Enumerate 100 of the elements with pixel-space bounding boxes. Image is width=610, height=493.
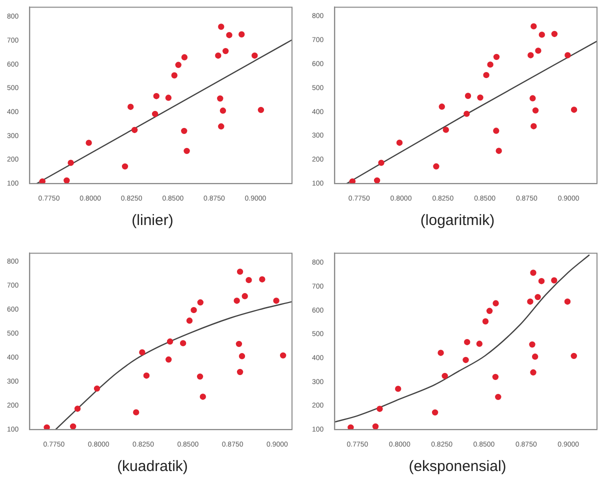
point — [551, 277, 558, 284]
point — [374, 177, 380, 184]
point — [492, 300, 499, 306]
point — [196, 373, 204, 380]
point — [530, 95, 536, 102]
point — [464, 92, 472, 99]
point — [181, 54, 188, 60]
point — [528, 52, 534, 58]
point — [280, 352, 286, 359]
point — [166, 356, 172, 363]
point — [190, 306, 197, 314]
point — [259, 276, 266, 282]
point — [222, 48, 229, 54]
point — [236, 340, 242, 348]
point — [153, 93, 160, 100]
point — [570, 106, 578, 113]
point — [482, 318, 489, 324]
point — [487, 61, 494, 68]
point — [530, 369, 536, 376]
point — [171, 72, 178, 78]
point — [476, 340, 483, 347]
point — [70, 423, 76, 430]
text: (kuadratik) — [116, 458, 189, 475]
point — [166, 338, 174, 345]
point — [438, 104, 445, 110]
point — [218, 24, 224, 30]
point — [234, 298, 240, 304]
point — [495, 394, 502, 400]
point — [433, 163, 440, 170]
point — [349, 178, 356, 184]
point — [551, 30, 558, 38]
point — [64, 177, 70, 184]
point — [180, 340, 186, 346]
point — [86, 140, 92, 146]
point — [197, 299, 204, 306]
text: (logaritmik) — [419, 212, 496, 229]
point — [538, 32, 545, 38]
point — [128, 104, 134, 110]
point — [372, 423, 379, 430]
point — [532, 354, 538, 360]
point — [530, 270, 536, 276]
point — [432, 409, 438, 416]
point — [242, 293, 248, 300]
point — [217, 95, 224, 102]
point — [184, 148, 190, 154]
point — [492, 374, 499, 380]
point — [477, 94, 484, 101]
point — [483, 72, 490, 78]
point — [538, 278, 545, 284]
point — [442, 126, 450, 133]
point — [74, 406, 81, 412]
point — [143, 372, 150, 379]
point — [133, 409, 140, 416]
point — [564, 52, 571, 58]
point — [165, 94, 172, 101]
point — [39, 178, 46, 184]
point — [530, 23, 537, 30]
line-series — [54, 301, 292, 430]
point — [68, 160, 74, 166]
point — [236, 268, 244, 275]
point — [220, 108, 226, 114]
point — [493, 54, 500, 60]
point — [238, 31, 245, 38]
point — [496, 148, 502, 154]
point — [464, 339, 470, 346]
point — [535, 48, 542, 54]
point — [175, 62, 182, 68]
point — [226, 32, 232, 38]
point — [186, 318, 193, 324]
point — [218, 123, 224, 130]
point — [376, 406, 383, 412]
point — [493, 128, 500, 134]
point — [530, 123, 537, 130]
point — [44, 424, 50, 430]
text: (eksponensial) — [408, 458, 508, 475]
point — [215, 52, 222, 59]
point — [152, 110, 158, 118]
point — [131, 126, 138, 134]
line-series — [334, 254, 590, 423]
point — [348, 424, 354, 430]
point — [122, 163, 128, 170]
point — [564, 298, 571, 305]
point — [252, 52, 258, 59]
point — [570, 352, 577, 360]
point — [378, 160, 384, 166]
point — [238, 353, 246, 360]
point — [462, 356, 469, 364]
point — [442, 372, 448, 380]
point — [246, 276, 252, 284]
point — [395, 386, 402, 392]
point — [200, 394, 206, 400]
point — [258, 106, 264, 114]
point — [396, 140, 403, 146]
point — [464, 110, 470, 117]
point — [532, 107, 539, 114]
point — [273, 298, 280, 304]
text: (linier) — [130, 212, 174, 229]
point — [181, 128, 188, 134]
point — [94, 385, 100, 392]
point — [527, 298, 534, 305]
